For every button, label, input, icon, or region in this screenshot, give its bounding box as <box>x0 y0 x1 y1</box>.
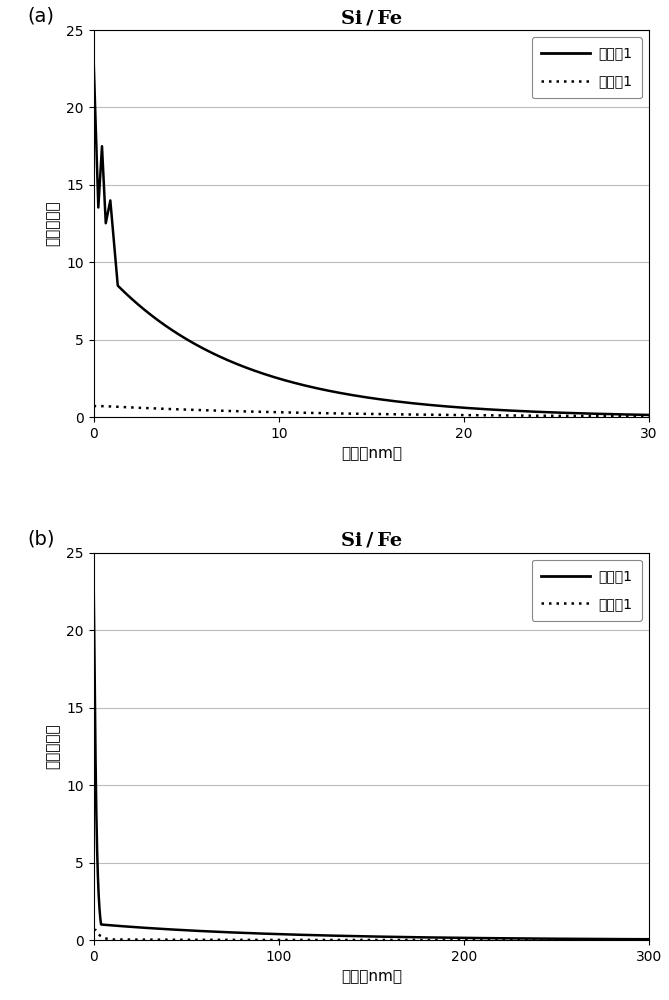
Y-axis label: 原子浓度比: 原子浓度比 <box>45 201 61 246</box>
Title: Si / Fe: Si / Fe <box>341 532 402 550</box>
X-axis label: 深度（nm）: 深度（nm） <box>341 969 402 984</box>
Legend: 实施例1, 比较例1: 实施例1, 比较例1 <box>532 37 642 98</box>
Text: (a): (a) <box>27 7 54 26</box>
Y-axis label: 原子浓度比: 原子浓度比 <box>45 724 61 769</box>
Legend: 实施例1, 比较例1: 实施例1, 比较例1 <box>532 560 642 621</box>
Text: (b): (b) <box>27 530 55 549</box>
X-axis label: 深度（nm）: 深度（nm） <box>341 447 402 462</box>
Title: Si / Fe: Si / Fe <box>341 9 402 27</box>
